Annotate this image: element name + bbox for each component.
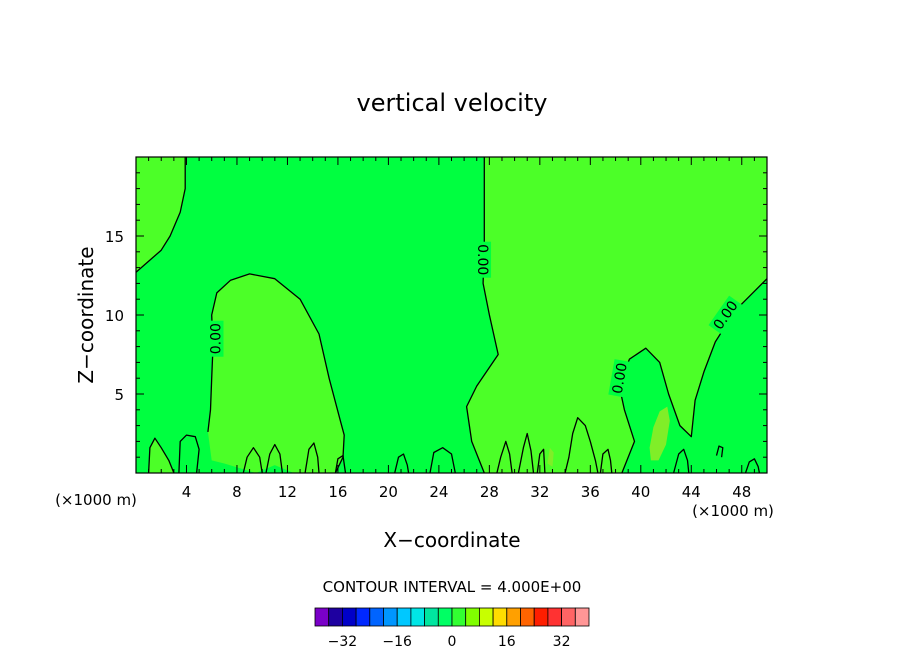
colorbar-tick-label: 0 — [448, 634, 457, 650]
zero-contour-19 — [744, 458, 761, 474]
y-tick-label: 5 — [114, 386, 124, 404]
x-tick-label: 20 — [379, 483, 398, 501]
zero-contour-14 — [536, 448, 546, 474]
zero-contour-18 — [715, 445, 724, 458]
x-tick-label: 44 — [682, 483, 701, 501]
contour-label-bg — [207, 320, 224, 357]
region-0 — [136, 157, 186, 273]
chart-title: vertical velocity — [357, 89, 548, 117]
x-tick-label: 48 — [732, 483, 751, 501]
colorbar-swatch — [561, 607, 576, 627]
contour-label: 0.00 — [610, 362, 631, 395]
zero-contour-15 — [564, 417, 599, 474]
colorbar-swatch — [355, 607, 371, 627]
x-tick-label: 8 — [232, 483, 242, 501]
zero-contour-1 — [207, 273, 345, 474]
colorbar-swatch — [341, 607, 357, 627]
colorbar-swatch — [547, 607, 563, 627]
contour-label-group-0: 0.00 — [207, 320, 225, 357]
colorbar-swatch — [451, 607, 467, 627]
region-3 — [148, 438, 174, 473]
zero-contour-4 — [147, 437, 175, 474]
colorbar-swatch — [478, 607, 494, 627]
colorbar-swatch — [533, 607, 549, 627]
zero-contour-11 — [429, 447, 456, 474]
zero-contour-9 — [334, 454, 347, 474]
colorbar-swatch — [396, 607, 412, 627]
contour-label-bg — [708, 295, 743, 335]
x-tick-label: 36 — [581, 483, 600, 501]
colorbar-swatch — [314, 607, 330, 627]
x-tick-label: 12 — [278, 483, 297, 501]
region-2 — [466, 157, 767, 473]
contour-label: 0.00 — [474, 244, 490, 275]
x-tick-label: 24 — [429, 483, 448, 501]
zero-contour-12 — [496, 440, 513, 474]
zero-contour-0 — [135, 157, 186, 273]
region-1 — [207, 273, 345, 473]
x-tick-label: 4 — [182, 483, 192, 501]
zero-contour-13 — [517, 432, 535, 474]
colorbar-swatch — [383, 607, 398, 627]
colorbar-tick-label: −16 — [382, 634, 412, 650]
contour-labels: 0.000.000.000.00 — [207, 241, 743, 398]
x-tick-label: 40 — [631, 483, 650, 501]
zero-contour-16 — [599, 448, 613, 474]
colorbar-swatch — [437, 607, 453, 627]
colorbar-swatch — [574, 607, 590, 627]
colorbar-swatch — [410, 607, 425, 627]
y-tick-label: 15 — [105, 228, 124, 246]
y-tick-label: 10 — [105, 307, 124, 325]
zero-contour-7 — [265, 443, 284, 474]
y-axis-label: Z−coordinate — [74, 246, 98, 383]
colorbar-tick-label: 32 — [553, 634, 571, 650]
contour-label-bg — [608, 359, 631, 398]
colorbar-swatch — [492, 607, 508, 627]
contour-label-group-2: 0.00 — [608, 359, 631, 398]
contour-label: 0.00 — [209, 323, 225, 354]
zero-contour-10 — [394, 453, 410, 474]
x-tick-label: 16 — [328, 483, 347, 501]
zero-contour-17 — [672, 448, 690, 474]
contour-interval-label: CONTOUR INTERVAL = 4.000E+00 — [323, 578, 582, 596]
x-tick-label: 28 — [480, 483, 499, 501]
filled-regions — [136, 157, 767, 473]
zero-contour-6 — [242, 447, 263, 474]
x-unit-right: (×1000 m) — [692, 502, 774, 520]
contour-label-bg — [475, 241, 492, 278]
colorbar-swatch — [328, 607, 343, 627]
zero-contour-5 — [178, 434, 200, 474]
colorbar-swatch — [424, 607, 439, 627]
colorbar-swatch — [520, 607, 535, 627]
region-4 — [649, 406, 670, 461]
colorbar: −32 −16 0 16 32 — [314, 607, 590, 650]
colorbar-swatch — [465, 607, 480, 627]
x-unit-left: (×1000 m) — [55, 491, 137, 509]
colorbar-swatch — [369, 607, 384, 627]
region-5 — [547, 447, 554, 467]
colorbar-tick-label: 16 — [498, 634, 516, 650]
zero-contour-8 — [304, 442, 320, 474]
x-axis-label: X−coordinate — [383, 528, 520, 552]
contour-label-group-1: 0.00 — [474, 241, 492, 278]
x-tick-label: 32 — [530, 483, 549, 501]
colorbar-swatch — [506, 607, 521, 627]
colorbar-tick-label: −32 — [328, 634, 358, 650]
